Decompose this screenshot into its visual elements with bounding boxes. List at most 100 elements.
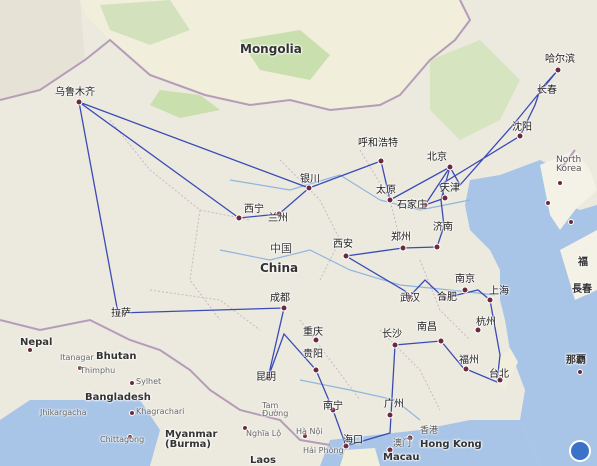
label-chang: 長春 (572, 284, 592, 295)
sea-east (465, 160, 597, 466)
city-dot (496, 376, 504, 384)
label-chengdu: 成都 (270, 293, 290, 304)
label-fu: 福 (578, 257, 588, 268)
city-dot (275, 210, 283, 218)
city-dot (129, 380, 135, 386)
city-dot (312, 366, 320, 374)
city-dot (391, 341, 399, 349)
label-macau-cn: 澳门 (393, 439, 412, 449)
city-dot (264, 374, 272, 382)
label-nanning: 南宁 (323, 401, 343, 412)
label-laos: Laos (250, 455, 276, 466)
label-changsha: 长沙 (382, 329, 402, 340)
label-chittagong: Chittagong (100, 435, 145, 444)
city-dot (127, 434, 133, 440)
city-dot (242, 425, 248, 431)
city-dot (577, 369, 583, 375)
label-jinan: 济南 (433, 222, 453, 233)
label-hai-phong: Hải Phòng (303, 446, 344, 455)
label-nepal: Nepal (20, 337, 53, 348)
city-dot (568, 219, 574, 225)
label-haikou: 海口 (343, 435, 363, 446)
label-lhasa: 拉萨 (111, 308, 131, 319)
city-dot (399, 244, 407, 252)
forest-patch (100, 0, 190, 45)
japan-island (560, 230, 597, 300)
label-guangzhou: 广州 (384, 399, 404, 410)
label-jhikargacha: Jhikargacha (40, 408, 87, 417)
city-dot (27, 347, 33, 353)
label-nghia-lo: Nghĩa Lộ (246, 429, 282, 438)
label-xining: 西宁 (244, 204, 264, 215)
city-dot (329, 406, 337, 414)
city-dot (440, 294, 448, 302)
city-dot (554, 66, 562, 74)
city-dot (302, 433, 308, 439)
city-dot (235, 214, 243, 222)
city-dot (461, 286, 469, 294)
kazakhstan-region (0, 0, 85, 100)
label-yinchuan: 银川 (300, 174, 320, 185)
label-lanzhou: 兰州 (268, 213, 288, 224)
korea-peninsula (540, 150, 597, 230)
label-hongkong-cn: 香港 (420, 426, 439, 436)
label-beijing: 北京 (427, 152, 447, 163)
city-dot (305, 184, 313, 192)
label-guiyang: 贵阳 (303, 349, 323, 360)
city-dot (536, 86, 544, 94)
city-dot (516, 132, 524, 140)
label-kunming: 昆明 (256, 372, 276, 383)
city-dot (312, 336, 320, 344)
label-china: China (260, 261, 299, 275)
label-hongkong: Hong Kong (420, 439, 482, 450)
label-bhutan: Bhutan (96, 351, 137, 362)
city-dot (75, 98, 83, 106)
city-dot (342, 442, 350, 450)
label-harbin: 哈尔滨 (545, 54, 575, 65)
label-khagrachari: Khagrachari (136, 407, 185, 416)
city-dot (446, 163, 454, 171)
label-hangzhou: 杭州 (476, 317, 496, 328)
city-dot (129, 410, 135, 416)
city-dot (386, 446, 394, 454)
forest-patch (240, 30, 330, 80)
city-dot (557, 180, 563, 186)
city-dot (406, 434, 414, 442)
label-naha: 那覇 (566, 355, 586, 366)
hainan-island (340, 448, 380, 466)
city-dot (441, 194, 449, 202)
city-dots (27, 66, 583, 454)
label-wuhan: 武汉 (400, 293, 420, 304)
logo-icon (569, 440, 591, 462)
label-nanchang: 南昌 (417, 322, 437, 333)
bay-of-bengal (0, 400, 160, 466)
label-bangladesh: Bangladesh (85, 392, 151, 403)
label-hanoi: Hà Nội (296, 427, 323, 436)
label-macau: Macau (383, 452, 420, 463)
city-dot (114, 309, 122, 317)
label-xian: 西安 (333, 239, 353, 250)
city-dot (386, 196, 394, 204)
rivers (219, 174, 496, 421)
label-myanmar: Myanmar (Burma) (165, 429, 218, 450)
label-chongqing: 重庆 (303, 327, 323, 338)
label-fuzhou: 福州 (459, 355, 479, 366)
label-shenyang: 沈阳 (512, 122, 532, 133)
label-north-korea: North Korea (556, 155, 582, 174)
city-dot (342, 252, 350, 260)
label-thimphu: Thimphu (80, 366, 116, 375)
city-dot (474, 326, 482, 334)
city-dot (437, 337, 445, 345)
city-dot (433, 243, 441, 251)
city-dot (421, 201, 429, 209)
city-dot (386, 411, 394, 419)
forest-patch (430, 40, 520, 140)
label-tam-duong: Tam Đường (262, 401, 289, 418)
label-nanjing: 南京 (455, 274, 475, 285)
label-mongolia: Mongolia (240, 42, 302, 56)
city-dot (77, 365, 83, 371)
province-borders (109, 119, 471, 411)
label-shanghai: 上海 (489, 286, 509, 297)
